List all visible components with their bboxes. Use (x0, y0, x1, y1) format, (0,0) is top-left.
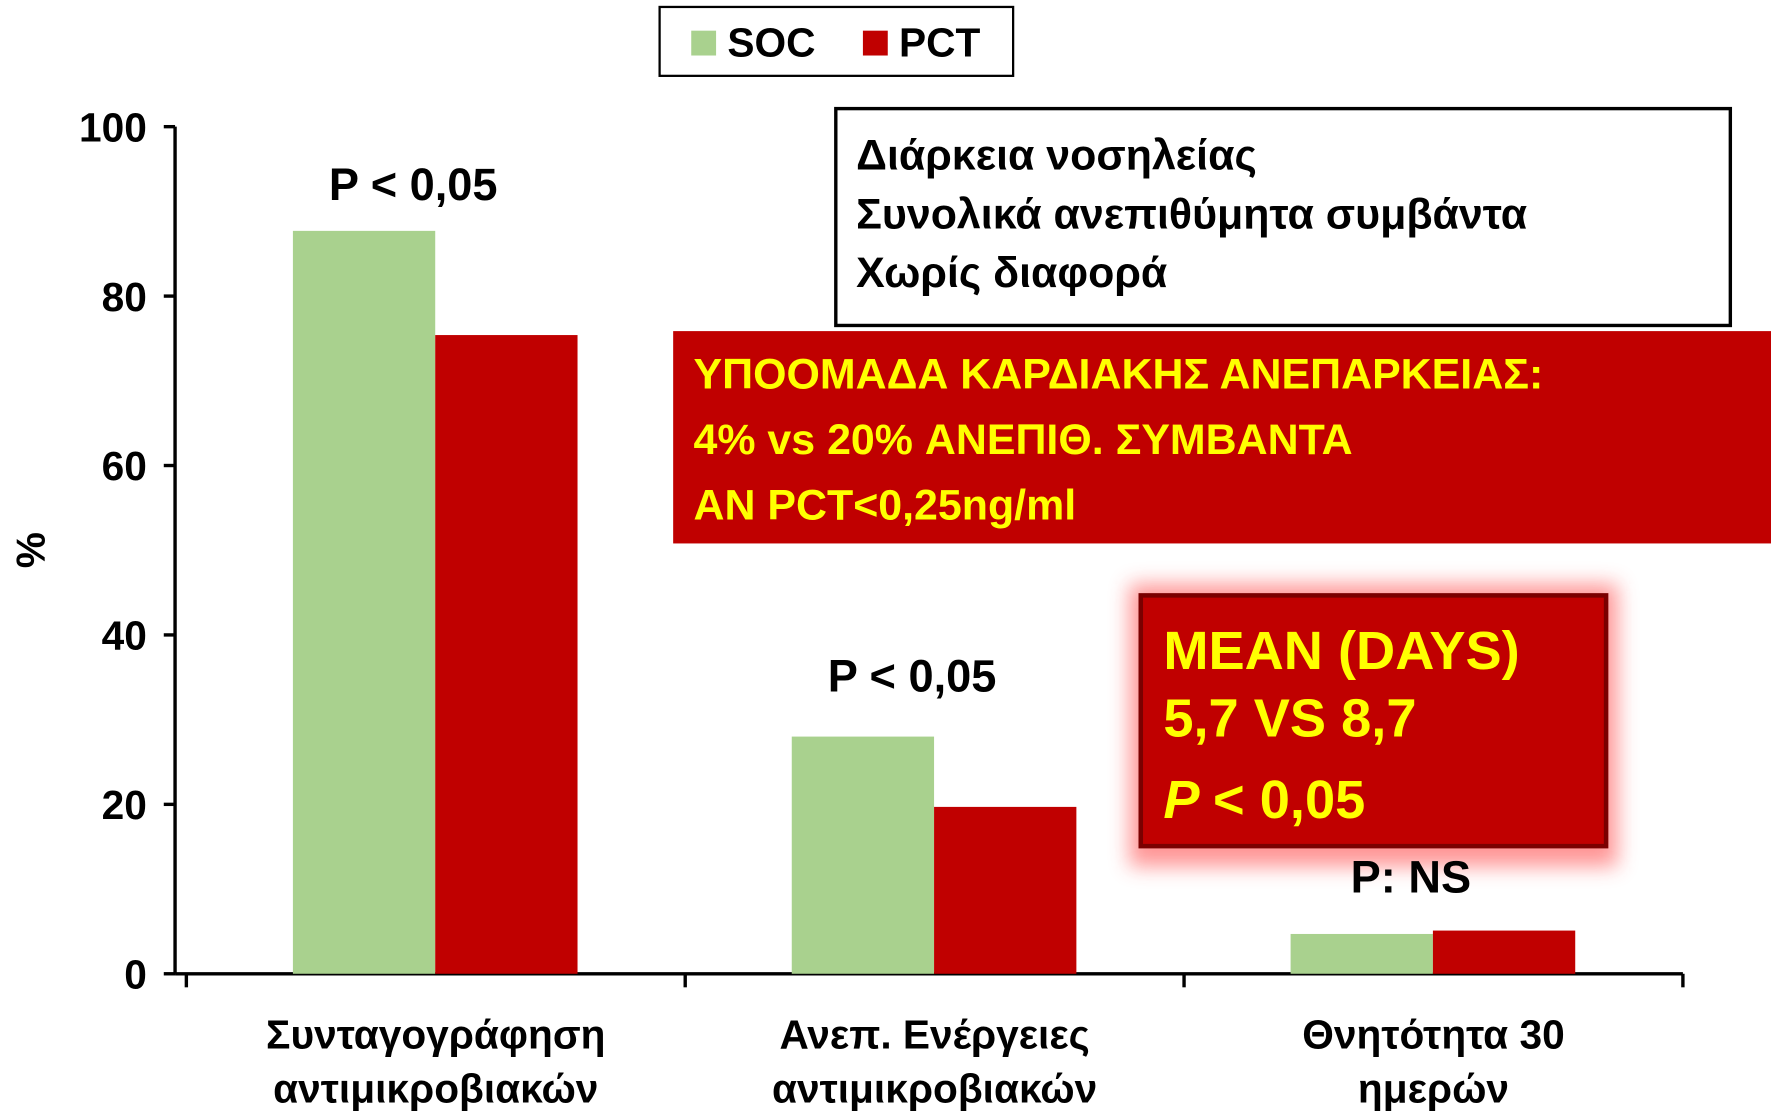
legend-swatch (691, 30, 717, 56)
x-tick-label: αντιμικροβιακών (772, 1066, 1097, 1112)
x-tick-label: Θνητότητα 30 (1302, 1011, 1564, 1057)
x-tick-label: αντιμικροβιακών (273, 1066, 598, 1112)
x-tick-label: ημερών (1358, 1066, 1509, 1112)
y-tick-label: 40 (102, 613, 147, 659)
y-tick-label: 0 (124, 951, 147, 997)
mean-text: MEAN (DAYS) (1163, 621, 1519, 681)
y-tick-label: 80 (102, 274, 147, 320)
bar (791, 736, 935, 974)
info-box (834, 106, 1733, 328)
legend-swatch (862, 30, 888, 56)
info-text: Συνολικά ανεπιθύμητα συμβάντα (856, 190, 1527, 238)
x-tick-label: Συνταγογράφηση (266, 1011, 605, 1057)
mean-text: 5,7 VS 8,7 (1163, 689, 1416, 749)
bar (292, 230, 436, 974)
y-axis-label: % (8, 532, 54, 568)
bar (934, 806, 1077, 974)
subgroup-text: ΥΠΟΟΜΑΔΑ ΚΑΡΔΙΑΚΗΣ ΑΝΕΠΑΡΚΕΙΑΣ: (693, 351, 1543, 399)
y-tick-label: 60 (102, 443, 147, 489)
info-text: Διάρκεια νοσηλείας (856, 132, 1257, 180)
legend-label: SOC (727, 20, 815, 66)
mean-p-text: P < 0,05 (1163, 770, 1365, 830)
y-tick-label: 20 (102, 782, 147, 828)
subgroup-box (673, 331, 1771, 544)
y-tick-label: 100 (79, 104, 147, 150)
annotation: P < 0,05 (329, 159, 498, 210)
subgroup-text: 4% vs 20% ΑΝΕΠΙΘ. ΣΥΜΒΑΝΤΑ (693, 416, 1352, 464)
info-text: Χωρίς διαφορά (856, 249, 1167, 297)
x-tick-label: Ανεπ. Ενέργειες (779, 1011, 1089, 1057)
mean-p-value: < 0,05 (1213, 770, 1365, 830)
bar (435, 335, 578, 974)
subgroup-text: ΑΝ PCT<0,25ng/ml (693, 482, 1076, 530)
legend-label: PCT (899, 20, 980, 66)
mean-box (1138, 593, 1609, 849)
legend-box (658, 5, 1015, 77)
annotation: P: NS (1351, 851, 1471, 902)
mean-p-italic: P (1163, 770, 1200, 830)
bar (1290, 933, 1433, 974)
bar (1432, 930, 1576, 974)
annotation: P < 0,05 (828, 650, 997, 701)
